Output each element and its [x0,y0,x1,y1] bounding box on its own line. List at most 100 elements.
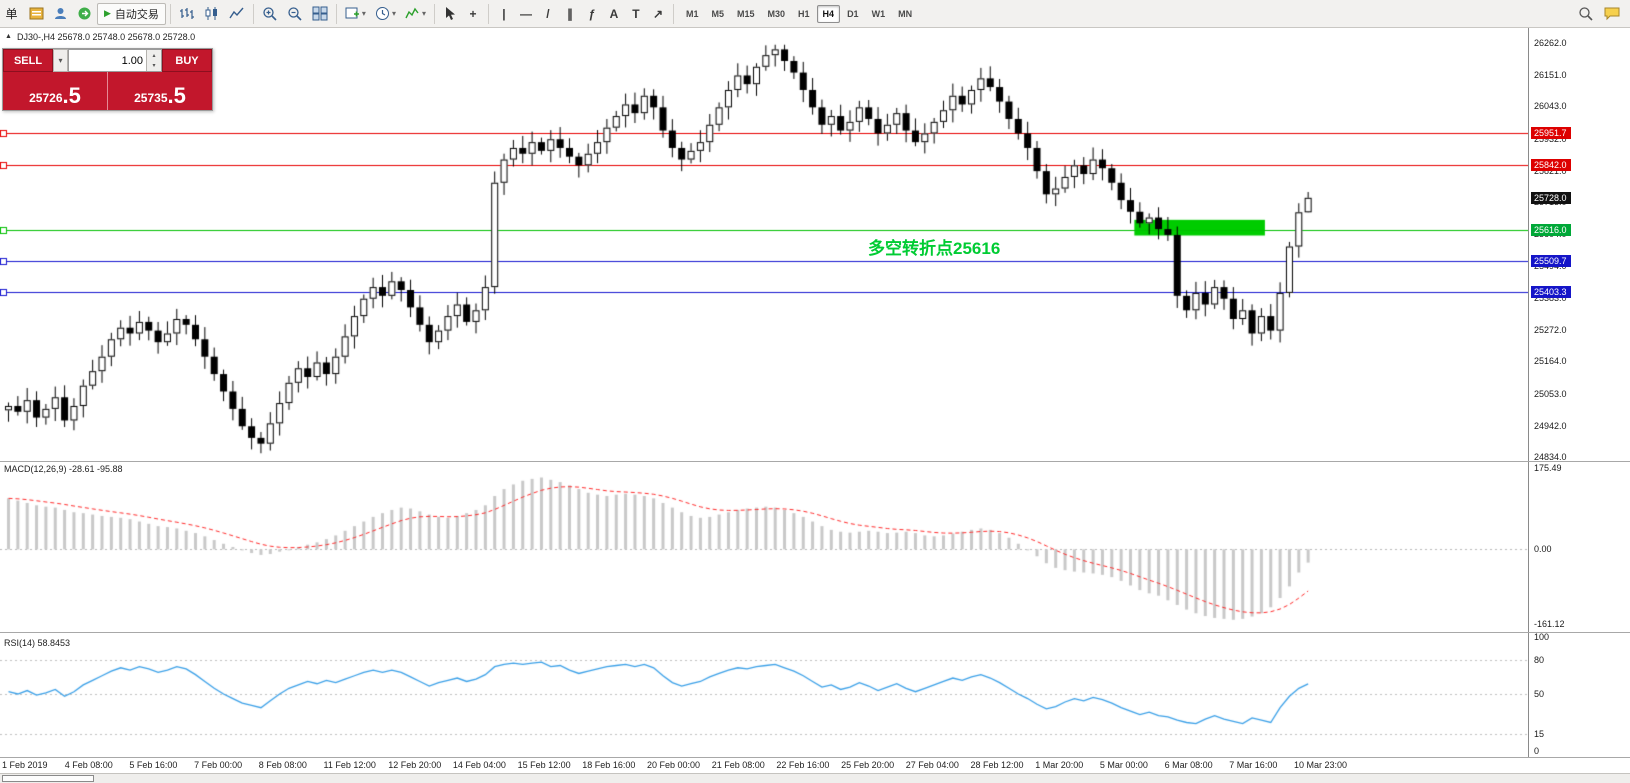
draw-tools-group: | — / ∥ ƒ A T ↗ [493,3,669,25]
cursor-icon[interactable] [439,3,461,25]
time-label: 14 Feb 04:00 [452,760,506,770]
toolbar-separator [335,3,337,24]
search-icon[interactable] [1574,3,1598,25]
macd-splitter[interactable] [0,461,1630,462]
time-label: 27 Feb 04:00 [905,760,959,770]
marketwatch-icon[interactable] [25,3,48,25]
autotrade-button[interactable]: ▶ 自动交易 [97,2,166,25]
horizontal-scrollbar-thumb[interactable] [2,775,94,782]
price-divider [107,72,108,110]
spinner-down-icon[interactable]: ▾ [147,60,161,71]
rsi-axis-tick: 100 [1534,632,1550,642]
macd-label: MACD(12,26,9) -28.61 -95.88 [4,464,123,474]
timeframe-h4[interactable]: H4 [816,4,841,23]
time-label: 4 Feb 08:00 [64,760,113,770]
price-chart-canvas[interactable] [0,28,1528,757]
timeframe-m1[interactable]: M1 [685,8,699,19]
time-label: 25 Feb 20:00 [841,760,895,770]
volume-spinner: ▴ ▾ [146,50,161,71]
chart-window: ▲ DJ30-,H4 25678.0 25748.0 25678.0 25728… [0,28,1630,783]
fibonacci-tool[interactable]: ƒ [588,6,596,21]
one-click-trade-panel: SELL ▾ ▴ ▾ BUY 25726.5 25735.5 [2,48,213,111]
chevron-down-icon: ▾ [391,9,396,18]
sell-button[interactable]: SELL [3,49,53,72]
time-label: 6 Mar 08:00 [1164,760,1213,770]
terminal-icon[interactable] [73,3,96,25]
zoom-in-icon[interactable] [258,3,282,25]
price-badge: 25616.0 [1531,224,1571,237]
periods-button[interactable]: ▾ [371,3,400,25]
price-axis[interactable]: 26262.026151.026043.025932.025821.025713… [1528,28,1630,757]
sell-dropdown-icon[interactable]: ▾ [53,49,68,72]
macd-axis-tick: -161.12 [1534,619,1565,629]
timeframe-group: M1 M5 M15 M30 H1 H4 D1 W1 MN [680,4,918,23]
chat-icon[interactable] [1600,3,1624,25]
time-axis[interactable]: 1 Feb 2019 4 Feb 08:00 5 Feb 16:00 7 Feb 00… [0,758,1630,773]
sell-price-main: 25726 [29,91,63,105]
price-tick: 25053.0 [1534,388,1567,399]
spinner-up-icon[interactable]: ▴ [147,50,161,61]
channel-tool[interactable]: ∥ [566,6,573,21]
price-tick: 26043.0 [1534,101,1567,112]
price-tick: 24942.0 [1534,420,1567,431]
line-chart-icon[interactable] [225,3,249,25]
bottom-strip [0,773,1630,783]
candlestick-chart-icon[interactable] [200,3,224,25]
rsi-axis-tick: 80 [1534,654,1545,665]
rsi-axis-tick: 0 [1534,746,1540,756]
price-tick: 26262.0 [1534,38,1567,48]
price-tick: 26151.0 [1534,70,1567,81]
buy-price-frac: .5 [167,83,186,108]
timeframe-w1[interactable]: W1 [871,8,886,19]
timeframe-d1[interactable]: D1 [847,8,859,19]
new-order-button[interactable]: 单 [5,7,18,21]
price-badge: 25951.7 [1531,126,1571,139]
buy-button[interactable]: BUY [162,49,212,72]
timeframe-m30[interactable]: M30 [767,8,786,19]
chevron-down-icon: ▾ [361,9,366,18]
indicators-button[interactable]: ▾ [401,3,430,25]
timeframe-m15[interactable]: M15 [737,8,755,19]
buy-price-main: 25735 [134,91,168,105]
crosshair-icon[interactable]: + [469,6,477,21]
time-label: 10 Mar 23:00 [1294,760,1348,770]
time-label: 21 Feb 08:00 [711,760,765,770]
tile-windows-icon[interactable] [308,3,332,25]
time-label: 1 Mar 20:00 [1035,760,1084,770]
time-label: 15 Feb 12:00 [517,760,571,770]
text-tool[interactable]: A [609,6,619,21]
timeframe-mn[interactable]: MN [898,8,913,19]
arrows-tool[interactable]: ↗ [652,6,663,21]
rsi-splitter[interactable] [0,632,1630,633]
navigator-icon[interactable] [49,3,72,25]
bar-chart-icon[interactable] [175,3,199,25]
horizontal-line-tool[interactable]: — [519,6,532,21]
time-label: 20 Feb 00:00 [647,760,701,770]
buy-price[interactable]: 25735.5 [108,72,212,110]
timeframe-m5[interactable]: M5 [711,8,724,19]
volume-input[interactable] [69,50,146,71]
symbol-info: DJ30-,H4 25678.0 25748.0 25678.0 25728.0 [17,32,196,42]
toolbar-separator [487,3,489,24]
rsi-axis-tick: 15 [1534,728,1545,739]
time-label: 18 Feb 16:00 [582,760,636,770]
chart-annotation[interactable]: 多空转折点25616 [868,239,1001,258]
zoom-out-icon[interactable] [283,3,307,25]
toolbar-right-group [1574,3,1628,25]
play-icon: ▶ [104,8,111,18]
rsi-label: RSI(14) 58.8453 [4,638,71,648]
price-badge: 25403.3 [1531,285,1571,298]
vertical-line-tool[interactable]: | [502,6,506,21]
label-tool[interactable]: T [632,6,640,21]
time-label: 1 Feb 2019 [2,760,48,770]
sell-price[interactable]: 25726.5 [3,72,107,110]
sell-price-frac: .5 [62,83,81,108]
chevron-down-icon: ▾ [421,9,426,18]
toolbar-separator [169,3,171,24]
timeframe-h1[interactable]: H1 [798,8,810,19]
trendline-tool[interactable]: / [546,6,550,21]
timeaxis-separator [0,757,1630,758]
trade-panel-collapse-icon[interactable]: ▲ [5,33,12,40]
new-chart-button[interactable]: ▾ [341,3,370,25]
